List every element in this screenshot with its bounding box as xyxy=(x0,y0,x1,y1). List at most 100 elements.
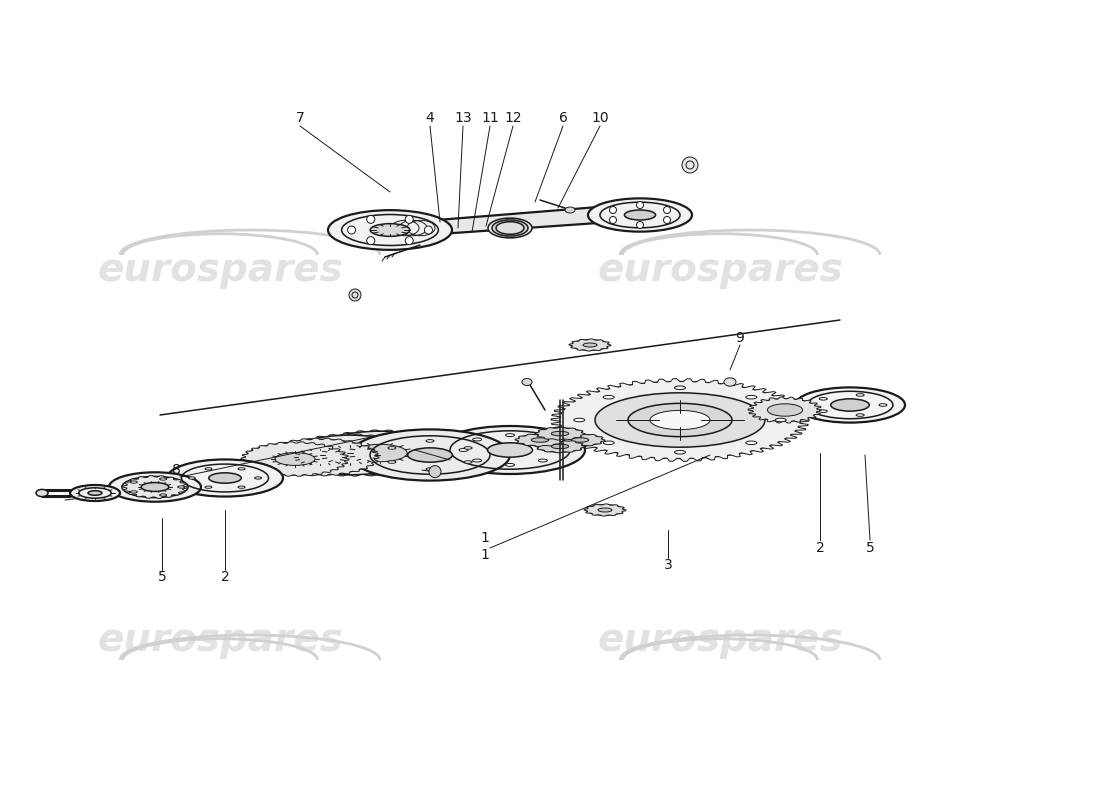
Polygon shape xyxy=(535,440,585,453)
Ellipse shape xyxy=(595,203,654,227)
Ellipse shape xyxy=(724,378,736,386)
Ellipse shape xyxy=(254,477,262,479)
Ellipse shape xyxy=(388,461,396,463)
Ellipse shape xyxy=(388,446,396,450)
Ellipse shape xyxy=(275,453,315,466)
Ellipse shape xyxy=(625,210,656,220)
Text: 10: 10 xyxy=(591,111,608,125)
Polygon shape xyxy=(515,434,565,446)
Ellipse shape xyxy=(746,395,757,399)
Ellipse shape xyxy=(160,478,166,480)
Ellipse shape xyxy=(674,386,685,390)
Ellipse shape xyxy=(205,486,212,488)
Ellipse shape xyxy=(130,491,138,493)
Circle shape xyxy=(663,206,671,214)
Ellipse shape xyxy=(650,410,710,430)
Ellipse shape xyxy=(768,404,803,416)
Ellipse shape xyxy=(130,481,138,483)
Polygon shape xyxy=(425,207,598,235)
Ellipse shape xyxy=(595,393,764,447)
Circle shape xyxy=(425,226,432,234)
Ellipse shape xyxy=(496,222,524,234)
Ellipse shape xyxy=(588,198,692,232)
Ellipse shape xyxy=(109,472,201,502)
Text: 4: 4 xyxy=(426,111,434,125)
Polygon shape xyxy=(556,434,605,446)
Polygon shape xyxy=(122,475,187,498)
Ellipse shape xyxy=(531,438,549,442)
Ellipse shape xyxy=(429,466,441,478)
Ellipse shape xyxy=(160,494,166,496)
Ellipse shape xyxy=(795,387,905,422)
Ellipse shape xyxy=(426,440,434,442)
Ellipse shape xyxy=(328,210,452,250)
Ellipse shape xyxy=(488,218,532,238)
Ellipse shape xyxy=(583,343,597,347)
Ellipse shape xyxy=(879,404,887,406)
Text: eurospares: eurospares xyxy=(97,621,343,659)
Text: 5: 5 xyxy=(866,541,874,555)
Circle shape xyxy=(637,202,644,209)
Ellipse shape xyxy=(426,468,434,470)
Ellipse shape xyxy=(538,441,582,452)
Ellipse shape xyxy=(776,418,786,422)
Text: 5: 5 xyxy=(157,570,166,584)
Text: 1: 1 xyxy=(481,548,490,562)
Ellipse shape xyxy=(353,444,407,462)
Ellipse shape xyxy=(603,441,614,445)
Ellipse shape xyxy=(506,434,515,437)
Ellipse shape xyxy=(565,207,575,213)
Ellipse shape xyxy=(591,206,635,224)
Ellipse shape xyxy=(856,414,865,416)
Ellipse shape xyxy=(538,428,582,439)
Ellipse shape xyxy=(574,418,585,422)
Text: 12: 12 xyxy=(504,111,521,125)
Circle shape xyxy=(405,215,414,223)
Polygon shape xyxy=(748,397,822,423)
Circle shape xyxy=(609,217,616,223)
Circle shape xyxy=(366,237,375,245)
Ellipse shape xyxy=(506,463,515,466)
Ellipse shape xyxy=(464,461,472,463)
Ellipse shape xyxy=(459,449,468,451)
Ellipse shape xyxy=(552,449,561,451)
Polygon shape xyxy=(284,434,416,476)
Ellipse shape xyxy=(518,434,562,446)
Ellipse shape xyxy=(538,438,548,441)
Text: 8: 8 xyxy=(172,463,180,477)
Circle shape xyxy=(609,206,616,214)
Text: eurospares: eurospares xyxy=(597,621,843,659)
Text: 3: 3 xyxy=(663,558,672,572)
Polygon shape xyxy=(241,442,349,476)
Ellipse shape xyxy=(551,431,569,436)
Circle shape xyxy=(349,289,361,301)
Ellipse shape xyxy=(245,443,345,475)
Ellipse shape xyxy=(603,395,614,399)
Ellipse shape xyxy=(522,378,532,386)
Text: eurospares: eurospares xyxy=(597,251,843,289)
Ellipse shape xyxy=(538,459,548,462)
Text: eurospares: eurospares xyxy=(97,251,343,289)
Ellipse shape xyxy=(820,410,827,413)
Ellipse shape xyxy=(558,434,602,446)
Ellipse shape xyxy=(830,399,869,411)
Ellipse shape xyxy=(288,435,412,475)
Text: 1: 1 xyxy=(481,531,490,545)
Ellipse shape xyxy=(205,468,212,470)
Ellipse shape xyxy=(820,398,827,400)
Ellipse shape xyxy=(628,403,732,437)
Circle shape xyxy=(682,157,698,173)
Ellipse shape xyxy=(560,382,800,458)
Ellipse shape xyxy=(464,446,472,450)
Circle shape xyxy=(637,222,644,229)
Ellipse shape xyxy=(674,450,685,454)
Ellipse shape xyxy=(754,398,817,422)
Text: 7: 7 xyxy=(296,111,305,125)
Ellipse shape xyxy=(746,441,757,445)
Ellipse shape xyxy=(408,448,452,462)
Ellipse shape xyxy=(571,438,588,442)
Ellipse shape xyxy=(473,459,482,462)
Text: 2: 2 xyxy=(221,570,230,584)
Ellipse shape xyxy=(492,220,528,236)
Ellipse shape xyxy=(36,490,48,497)
